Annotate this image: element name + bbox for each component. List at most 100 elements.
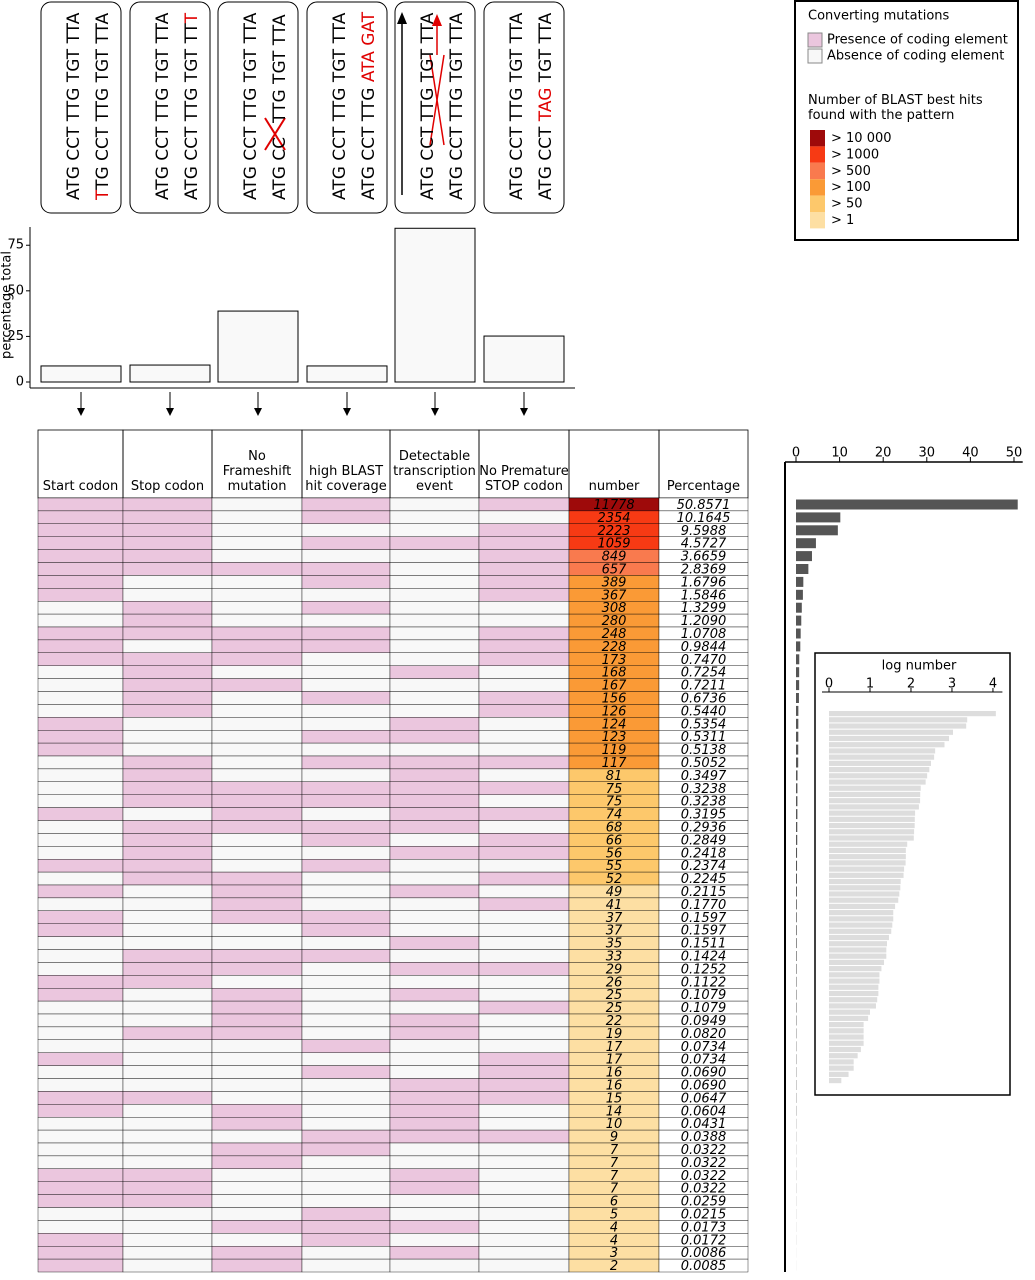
count-value: 52 bbox=[606, 872, 623, 887]
count-value: 124 bbox=[602, 717, 627, 732]
presence-cell bbox=[211, 794, 303, 808]
presence-cell bbox=[211, 1258, 303, 1273]
percentage-value: 0.3497 bbox=[681, 769, 727, 784]
absence-cell bbox=[211, 1194, 303, 1208]
presence-cell bbox=[301, 820, 391, 834]
absence-cell bbox=[301, 1194, 391, 1208]
absence-cell bbox=[478, 1116, 570, 1131]
absence-cell bbox=[478, 794, 570, 808]
presence-cell bbox=[389, 1026, 480, 1041]
bar bbox=[796, 525, 838, 536]
absence-cell bbox=[211, 691, 303, 705]
count-value: 75 bbox=[606, 795, 623, 810]
sequence-segment: TTG TGT TTA bbox=[270, 14, 290, 124]
bar bbox=[796, 641, 801, 652]
legend-title: Converting mutations bbox=[808, 9, 950, 24]
bar bbox=[829, 885, 901, 891]
percentage-value: 0.3195 bbox=[681, 808, 727, 823]
absence-cell bbox=[211, 613, 303, 628]
count-value: 308 bbox=[602, 601, 627, 616]
presence-cell bbox=[37, 1258, 124, 1273]
absence-cell bbox=[37, 1116, 124, 1131]
legend-label: > 50 bbox=[831, 197, 863, 212]
absence-cell bbox=[478, 1026, 570, 1041]
presence-cell bbox=[122, 536, 213, 550]
bar bbox=[796, 757, 799, 768]
percentage-value: 0.5311 bbox=[681, 730, 727, 745]
absence-cell bbox=[389, 575, 480, 589]
presence-cell bbox=[211, 1013, 303, 1028]
absence-cell bbox=[389, 562, 480, 576]
presence-cell bbox=[122, 613, 213, 628]
bar bbox=[796, 809, 798, 820]
bar bbox=[829, 1040, 864, 1046]
sequence-segment: TG CCT TTG TGT TTA bbox=[93, 12, 113, 190]
bar bbox=[40, 365, 122, 383]
presence-cell bbox=[37, 1052, 124, 1066]
bar bbox=[829, 934, 889, 941]
mutant-sequence: ATG CCT TAG TGT TTA bbox=[536, 12, 556, 200]
presence-cell bbox=[37, 859, 124, 873]
presence-cell bbox=[389, 1013, 480, 1028]
bar bbox=[796, 899, 797, 910]
count-value: 26 bbox=[606, 975, 623, 990]
presence-cell bbox=[37, 575, 124, 589]
presence-cell bbox=[211, 639, 303, 654]
presence-cell bbox=[122, 665, 213, 679]
bar bbox=[829, 742, 945, 748]
bar bbox=[217, 310, 299, 383]
absence-cell bbox=[301, 678, 391, 692]
presence-cell bbox=[389, 1168, 480, 1182]
absence-cell bbox=[122, 717, 213, 731]
count-value: 173 bbox=[602, 653, 627, 668]
percentage-value: 0.0322 bbox=[681, 1143, 727, 1158]
absence-cell bbox=[211, 1207, 303, 1221]
absence-cell bbox=[389, 588, 480, 602]
absence-cell bbox=[211, 536, 303, 550]
count-value: 75 bbox=[606, 782, 623, 797]
bar bbox=[829, 760, 932, 766]
presence-cell bbox=[389, 884, 480, 899]
presence-cell bbox=[37, 1233, 124, 1247]
bar bbox=[829, 922, 893, 928]
bar bbox=[829, 735, 950, 742]
count-value: 5 bbox=[610, 1207, 618, 1222]
absence-cell bbox=[389, 510, 480, 524]
absence-cell bbox=[478, 510, 570, 524]
sequence-box bbox=[217, 1, 299, 214]
presence-cell bbox=[211, 1220, 303, 1234]
sequence-box bbox=[483, 1, 565, 214]
presence-cell bbox=[211, 807, 303, 821]
absence-cell bbox=[211, 717, 303, 731]
bar bbox=[796, 834, 798, 845]
absence-cell bbox=[122, 639, 213, 654]
absence-cell bbox=[122, 1245, 213, 1260]
presence-cell bbox=[301, 1142, 391, 1157]
presence-cell bbox=[478, 897, 570, 912]
bar bbox=[829, 791, 921, 798]
mutant-sequence: ATG CCT TTG ATA GAT bbox=[359, 11, 379, 200]
legend-label: Presence of coding element bbox=[827, 33, 1008, 48]
presence-cell bbox=[37, 910, 124, 924]
presence-cell bbox=[37, 1181, 124, 1195]
presence-cell bbox=[301, 1065, 391, 1079]
absence-cell bbox=[301, 1116, 391, 1131]
presence-cell bbox=[37, 523, 124, 537]
bar bbox=[796, 615, 802, 626]
presence-cell bbox=[122, 833, 213, 847]
presence-cell bbox=[122, 755, 213, 770]
absence-cell bbox=[478, 742, 570, 757]
presence-cell bbox=[301, 910, 391, 924]
absence-cell bbox=[37, 949, 124, 963]
absence-cell bbox=[122, 807, 213, 821]
absence-cell bbox=[478, 1039, 570, 1053]
absence-cell bbox=[211, 1052, 303, 1066]
bar bbox=[796, 576, 804, 587]
bar bbox=[829, 978, 880, 984]
presence-cell bbox=[478, 497, 570, 512]
x-tick-label: 50 bbox=[1006, 446, 1023, 461]
bar bbox=[796, 654, 800, 665]
absence-cell bbox=[122, 1000, 213, 1015]
count-value: 1059 bbox=[597, 537, 630, 552]
arrow-head bbox=[343, 408, 351, 416]
